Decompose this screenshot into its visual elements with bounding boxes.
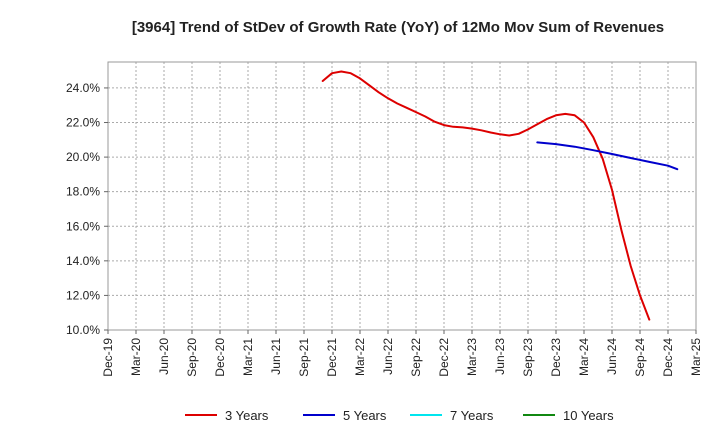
x-tick-label: Dec-23 xyxy=(549,338,563,377)
x-tick-label: Dec-24 xyxy=(661,338,675,377)
y-tick-label: 14.0% xyxy=(66,254,100,268)
x-tick-label: Mar-21 xyxy=(241,338,255,376)
plot-area-frame xyxy=(107,61,697,331)
y-tick-label: 12.0% xyxy=(66,288,100,302)
x-tick-label: Mar-20 xyxy=(129,338,143,376)
x-tick-label: Sep-23 xyxy=(521,338,535,377)
x-tick-label: Jun-24 xyxy=(605,338,619,375)
x-tick-label: Mar-23 xyxy=(465,338,479,376)
legend-label-7-years: 7 Years xyxy=(450,408,494,423)
legend: 3 Years 5 Years 7 Years 10 Years xyxy=(185,408,614,423)
x-axis: Dec-19 Mar-20 Jun-20 Sep-20 Dec-20 Mar-21 Jun-… xyxy=(101,330,703,377)
y-tick-label: 22.0% xyxy=(66,116,100,130)
x-tick-label: Dec-21 xyxy=(325,338,339,377)
y-tick-label: 16.0% xyxy=(66,219,100,233)
grid-layer xyxy=(108,62,696,330)
series-layer xyxy=(321,70,679,321)
x-tick-label: Dec-22 xyxy=(437,338,451,377)
y-tick-label: 24.0% xyxy=(66,81,100,95)
y-tick-label: 10.0% xyxy=(66,323,100,337)
chart-title: [3964] Trend of StDev of Growth Rate (Yo… xyxy=(132,19,664,36)
x-tick-label: Dec-20 xyxy=(213,338,227,377)
x-tick-label: Jun-20 xyxy=(157,338,171,375)
x-tick-label: Jun-22 xyxy=(381,338,395,375)
x-tick-label: Jun-21 xyxy=(269,338,283,375)
x-tick-label: Sep-24 xyxy=(633,338,647,377)
x-tick-label: Mar-22 xyxy=(353,338,367,376)
y-tick-label: 20.0% xyxy=(66,150,100,164)
x-tick-label: Dec-19 xyxy=(101,338,115,377)
series-line-5-years xyxy=(536,141,679,171)
y-tick-label: 18.0% xyxy=(66,185,100,199)
series-line-3-years xyxy=(321,70,651,321)
x-tick-label: Sep-22 xyxy=(409,338,423,377)
legend-label-3-years: 3 Years xyxy=(225,408,269,423)
legend-label-5-years: 5 Years xyxy=(343,408,387,423)
y-axis: 10.0% 12.0% 14.0% 16.0% 18.0% 20.0% 22.0% 24.0% xyxy=(66,81,108,337)
x-tick-label: Sep-20 xyxy=(185,338,199,377)
x-tick-label: Mar-24 xyxy=(577,338,591,376)
x-tick-label: Sep-21 xyxy=(297,338,311,377)
x-tick-label: Jun-23 xyxy=(493,338,507,375)
legend-label-10-years: 10 Years xyxy=(563,408,614,423)
x-tick-label: Mar-25 xyxy=(689,338,703,376)
